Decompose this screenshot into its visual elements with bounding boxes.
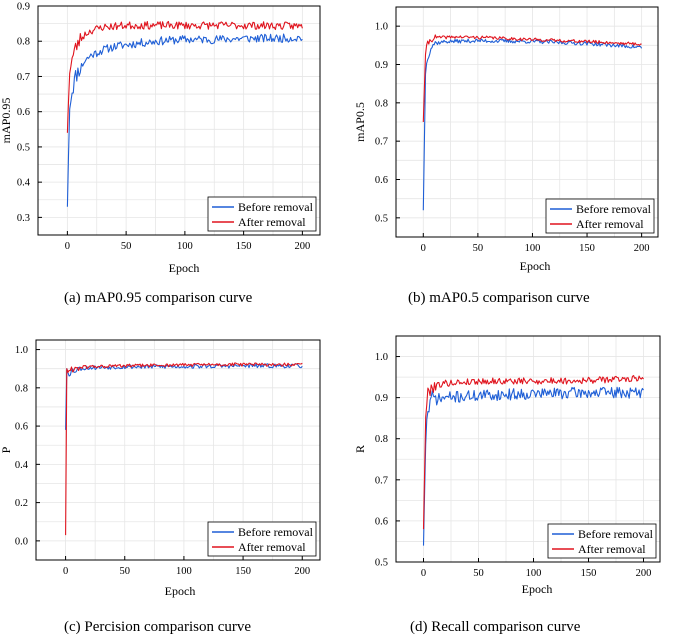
legend-label-before: Before removal bbox=[238, 525, 314, 539]
legend-label-before: Before removal bbox=[238, 200, 314, 214]
y-tick-label: 1.0 bbox=[375, 352, 388, 363]
x-tick-label: 100 bbox=[526, 568, 542, 579]
y-axis-label: R bbox=[353, 445, 367, 453]
series-line-before bbox=[422, 386, 644, 546]
x-tick-label: 0 bbox=[65, 241, 70, 252]
y-axis-label: mAP0.95 bbox=[0, 98, 13, 144]
x-tick-label: 0 bbox=[63, 566, 68, 577]
y-tick-label: 0.6 bbox=[375, 175, 388, 186]
plot-frame bbox=[395, 335, 661, 563]
y-tick-label: 0.8 bbox=[375, 434, 388, 445]
y-tick-label: 0.2 bbox=[15, 498, 28, 509]
series-line-before bbox=[66, 33, 303, 207]
chart-a: 0 50 100 150 200 0.3 0.4 0.5 0.6 0.7 0.8 0.9 Epoch mA… bbox=[0, 2, 321, 275]
legend-label-before: Before removal bbox=[576, 202, 652, 216]
y-tick-label: 0.9 bbox=[17, 2, 30, 13]
y-tick-label: 0.6 bbox=[375, 516, 388, 527]
y-tick-label: 0.6 bbox=[15, 422, 28, 433]
chart-panel-b: 0 50 100 150 200 0.5 0.6 0.7 0.8 0.9 1.0 Epoch mAP0.… bbox=[342, 0, 685, 282]
x-tick-label: 100 bbox=[177, 241, 193, 252]
y-tick-label: 0.9 bbox=[375, 393, 388, 404]
x-tick-label: 150 bbox=[581, 568, 597, 579]
x-tick-label: 50 bbox=[473, 568, 484, 579]
series-line-after bbox=[66, 20, 303, 133]
y-tick-label: 1.0 bbox=[15, 345, 28, 356]
legend-label-after: After removal bbox=[238, 215, 306, 229]
x-tick-label: 0 bbox=[421, 568, 426, 579]
x-tick-label: 50 bbox=[121, 241, 132, 252]
chart-panel-a: 0 50 100 150 200 0.3 0.4 0.5 0.6 0.7 0.8 0.9 Epoch mA… bbox=[0, 0, 342, 282]
y-tick-label: 1.0 bbox=[375, 22, 388, 33]
chart-c: 0 50 100 150 200 0.0 0.2 0.4 0.6 0.8 1.0 Epoch P Befo… bbox=[0, 339, 321, 598]
plot-frame bbox=[37, 5, 321, 236]
x-tick-label: 150 bbox=[235, 566, 251, 577]
y-tick-label: 0.4 bbox=[17, 178, 31, 189]
x-tick-label: 50 bbox=[120, 566, 131, 577]
chart-d: 0 50 100 150 200 0.5 0.6 0.7 0.8 0.9 1.0 Epoch R Befo… bbox=[353, 335, 661, 596]
y-tick-label: 0.8 bbox=[17, 37, 30, 48]
chart-panel-c: 0 50 100 150 200 0.0 0.2 0.4 0.6 0.8 1.0 Epoch P Befo… bbox=[0, 330, 342, 605]
y-tick-label: 0.7 bbox=[375, 475, 388, 486]
y-tick-label: 0.0 bbox=[15, 536, 28, 547]
x-tick-label: 200 bbox=[634, 243, 650, 254]
y-axis-label: P bbox=[0, 446, 13, 453]
y-tick-label: 0.6 bbox=[17, 107, 30, 118]
caption-b: (b) mAP0.5 comparison curve bbox=[408, 290, 590, 306]
legend-label-after: After removal bbox=[578, 542, 646, 556]
caption-d: (d) Recall comparison curve bbox=[410, 619, 581, 635]
x-tick-label: 0 bbox=[421, 243, 426, 254]
x-tick-label: 100 bbox=[525, 243, 541, 254]
y-tick-label: 0.7 bbox=[375, 137, 388, 148]
y-tick-label: 0.5 bbox=[375, 213, 388, 224]
y-tick-label: 0.8 bbox=[15, 383, 28, 394]
chart-b: 0 50 100 150 200 0.5 0.6 0.7 0.8 0.9 1.0 Epoch mAP0.… bbox=[353, 6, 659, 273]
chart-panel-d: 0 50 100 150 200 0.5 0.6 0.7 0.8 0.9 1.0 Epoch R Befo… bbox=[342, 330, 685, 605]
legend-label-after: After removal bbox=[576, 217, 644, 231]
y-tick-label: 0.5 bbox=[375, 558, 388, 569]
x-axis-label: Epoch bbox=[522, 582, 553, 596]
legend-box bbox=[207, 196, 317, 232]
caption-a: (a) mAP0.95 comparison curve bbox=[64, 290, 253, 306]
y-tick-label: 0.7 bbox=[17, 72, 30, 83]
x-tick-label: 150 bbox=[236, 241, 252, 252]
legend-box bbox=[545, 198, 655, 234]
series-line-after bbox=[422, 34, 642, 123]
y-tick-label: 0.5 bbox=[17, 142, 30, 153]
y-tick-label: 0.3 bbox=[17, 213, 30, 224]
y-tick-label: 0.8 bbox=[375, 98, 388, 109]
y-tick-label: 0.9 bbox=[375, 60, 388, 71]
x-tick-label: 200 bbox=[294, 566, 310, 577]
x-axis-label: Epoch bbox=[165, 584, 196, 598]
y-axis-label: mAP0.5 bbox=[353, 102, 367, 142]
x-tick-label: 50 bbox=[473, 243, 484, 254]
x-axis-label: Epoch bbox=[520, 259, 551, 273]
plot-frame bbox=[395, 6, 659, 238]
legend-label-before: Before removal bbox=[578, 527, 654, 541]
legend-label-after: After removal bbox=[238, 540, 306, 554]
series-line-before bbox=[65, 363, 303, 430]
legend-box bbox=[547, 523, 657, 559]
x-tick-label: 200 bbox=[636, 568, 652, 579]
x-tick-label: 200 bbox=[295, 241, 311, 252]
series-line-after bbox=[65, 362, 303, 536]
legend-box bbox=[207, 521, 317, 557]
x-tick-label: 100 bbox=[176, 566, 192, 577]
x-tick-label: 150 bbox=[579, 243, 595, 254]
caption-c: (c) Percision comparison curve bbox=[64, 619, 252, 635]
plot-frame bbox=[35, 339, 321, 561]
y-tick-label: 0.4 bbox=[15, 460, 29, 471]
x-axis-label: Epoch bbox=[169, 261, 200, 275]
series-line-after bbox=[422, 375, 644, 530]
